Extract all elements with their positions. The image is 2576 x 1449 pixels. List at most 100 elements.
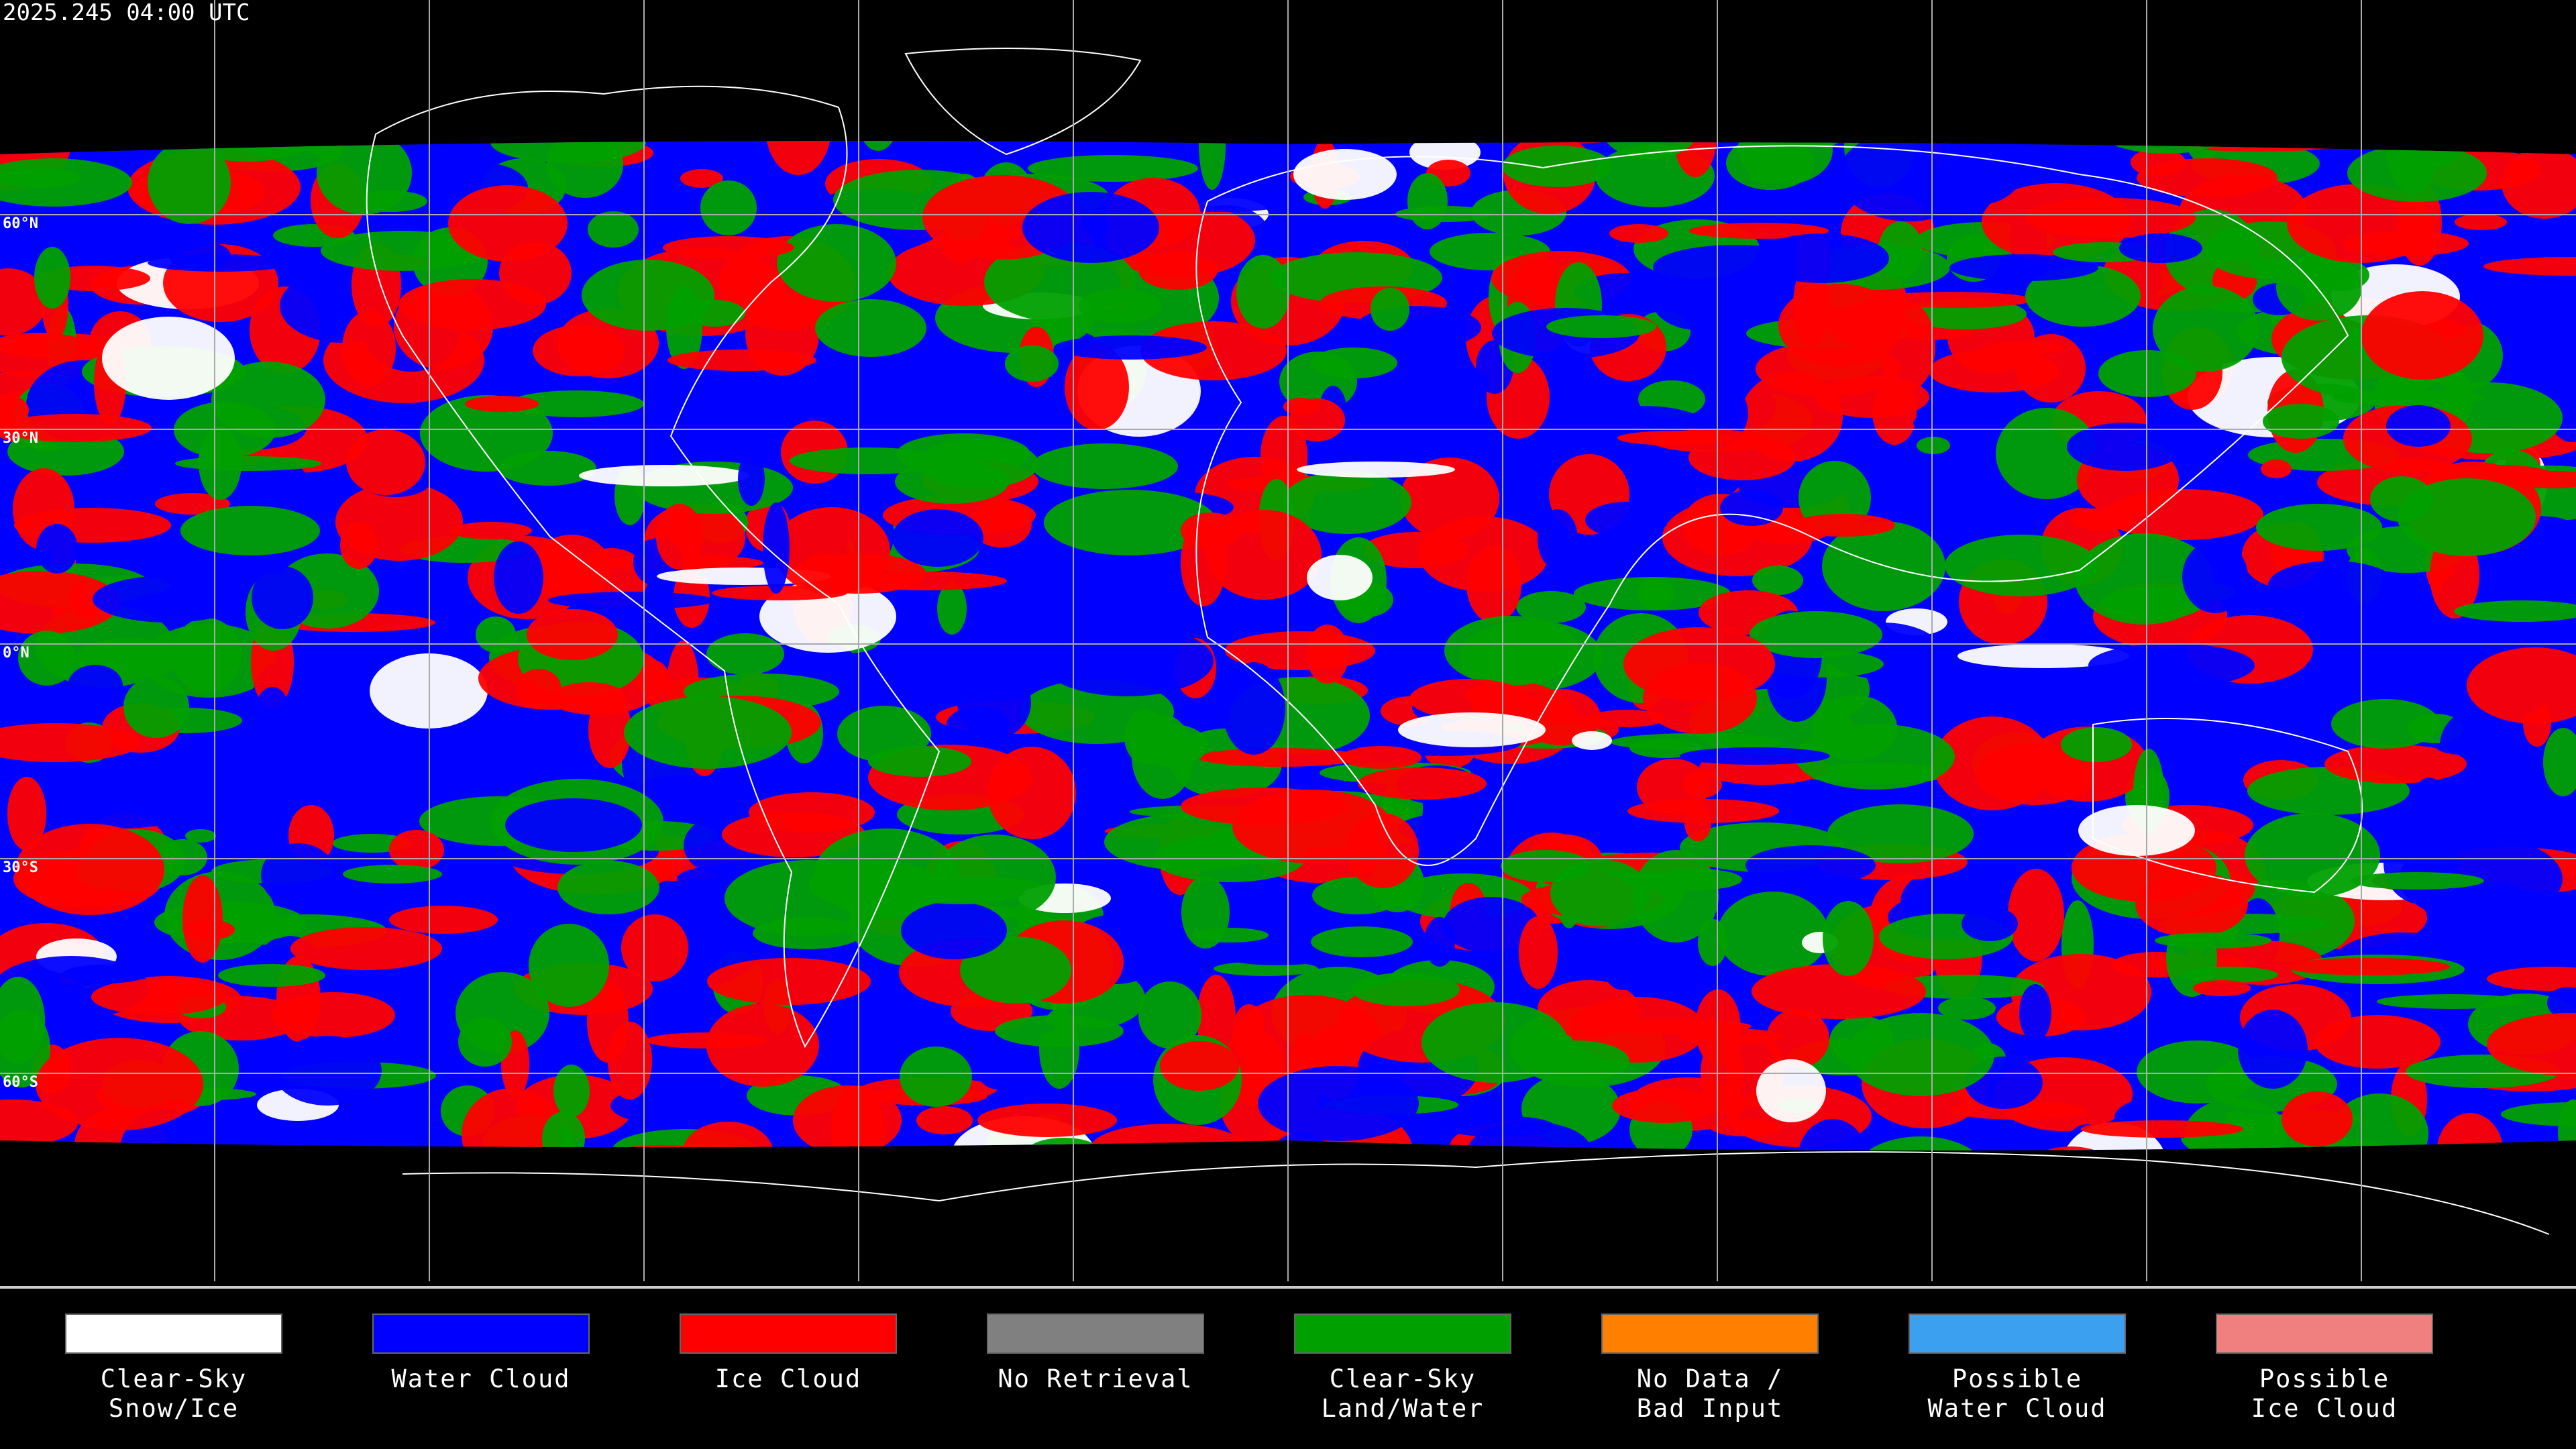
cloud-patch [1815, 376, 1929, 418]
cloud-patch [0, 158, 132, 207]
cloud-patch [1234, 1004, 1265, 1049]
cloud-patch [2543, 728, 2576, 796]
cloud-patch [36, 524, 78, 574]
cloud-patch [448, 185, 568, 262]
cloud-patch [2350, 872, 2484, 890]
cloud-patch [1028, 155, 1198, 182]
cloud-patch [2467, 647, 2576, 724]
cloud-patch [2137, 1040, 2259, 1104]
cloud-patch [1181, 876, 1230, 949]
legend-swatch [1294, 1313, 1511, 1354]
cloud-patch [1913, 409, 2017, 436]
cloud-patch [290, 927, 442, 970]
cloud-patch [1289, 398, 1345, 441]
latitude-label: 30°S [3, 859, 38, 876]
cloud-patch [845, 572, 1007, 590]
legend-label: No Retrieval [998, 1364, 1193, 1393]
cloud-patch [185, 829, 216, 843]
cloud-patch [1112, 554, 1203, 588]
cloud-patch [91, 979, 227, 1015]
cloud-patch [199, 426, 241, 500]
cloud-patch [977, 1104, 1117, 1137]
cloud-patch [749, 792, 875, 833]
cloud-patch [765, 141, 831, 175]
cloud-patch [1752, 964, 1926, 1019]
cloud-patch [529, 924, 609, 1007]
cloud-patch [465, 396, 539, 412]
cloud-patch [516, 669, 561, 709]
cloud-patch [1674, 141, 1717, 177]
cloud-patch [1683, 771, 1722, 798]
cloud-patch [1283, 471, 1411, 534]
cloud-patch [2286, 958, 2450, 975]
cloud-patch [1032, 443, 1178, 489]
cloud-patch [0, 268, 47, 335]
cloud-patch [1737, 141, 1833, 184]
cloud-patch [1519, 916, 1558, 989]
cloud-patch [450, 522, 532, 539]
cloud-patch [608, 1022, 652, 1099]
cloud-patch [2061, 1122, 2167, 1150]
legend-label: Clear-Sky [1330, 1364, 1476, 1393]
cloud-patch [1878, 221, 1923, 279]
cloud-patch [508, 390, 644, 417]
cloud-patch [667, 350, 816, 371]
cloud-patch [433, 927, 563, 958]
cloud-patch [1054, 335, 1207, 360]
cloud-patch [706, 633, 784, 675]
cloud-patch [1129, 724, 1208, 767]
cloud-patch [1917, 437, 1950, 454]
cloud-patch [2078, 805, 2195, 856]
cloud-patch [542, 1112, 585, 1150]
cloud-patch [895, 460, 1009, 504]
cloud-patch [937, 582, 967, 635]
cloud-patch [1609, 224, 1668, 243]
cloud-patch [900, 1046, 972, 1107]
cloud-patch [154, 902, 306, 943]
cloud-patch [2282, 1091, 2353, 1146]
cloud-patch [1684, 805, 1711, 841]
cloud-patch [2182, 541, 2248, 613]
cloud-patch [420, 395, 553, 472]
cloud-patch [498, 451, 596, 486]
cloud-patch [995, 1015, 1124, 1047]
cloud-patch [2361, 291, 2483, 380]
cloud-patch [2483, 257, 2576, 276]
cloud-patch [1398, 812, 1534, 845]
cloud-patch [2324, 745, 2467, 784]
cloud-patch [1065, 344, 1129, 430]
cloud-patch [2245, 813, 2380, 898]
cloud-patch [1623, 627, 1775, 701]
cloud-patch [256, 687, 288, 729]
cloud-patch [2025, 265, 2141, 327]
cloud-patch [1572, 731, 1612, 750]
cloud-patch [1443, 897, 1540, 953]
cloud-patch [458, 1017, 512, 1067]
cloud-patch [241, 460, 309, 506]
cloud-patch [252, 566, 313, 629]
cloud-patch [1746, 845, 1876, 885]
latitude-label: 0°N [3, 645, 30, 661]
cloud-patch [1306, 625, 1349, 684]
cloud-patch [1949, 254, 2098, 281]
cloud-patch [0, 414, 152, 442]
cloud-patch [533, 325, 625, 376]
cloud-patch [505, 798, 642, 852]
legend-swatch [2216, 1313, 2433, 1354]
cloud-patch [1585, 502, 1668, 538]
cloud-patch [340, 522, 378, 569]
cloud-patch [1689, 223, 1829, 239]
cloud-patch [1181, 513, 1240, 549]
cloud-patch [1138, 981, 1201, 1049]
legend-swatch [1909, 1313, 2126, 1354]
legend-label: No Data / [1637, 1364, 1783, 1393]
legend-swatch [1601, 1313, 1819, 1354]
cloud-patch [1409, 679, 1529, 719]
cloud-patch [2310, 259, 2369, 291]
cloud-patch [2331, 699, 2440, 749]
cloud-patch [656, 504, 703, 570]
cloud-patch [2153, 286, 2259, 372]
cloud-patch [2143, 852, 2214, 875]
cloud-patch [2238, 1010, 2308, 1089]
